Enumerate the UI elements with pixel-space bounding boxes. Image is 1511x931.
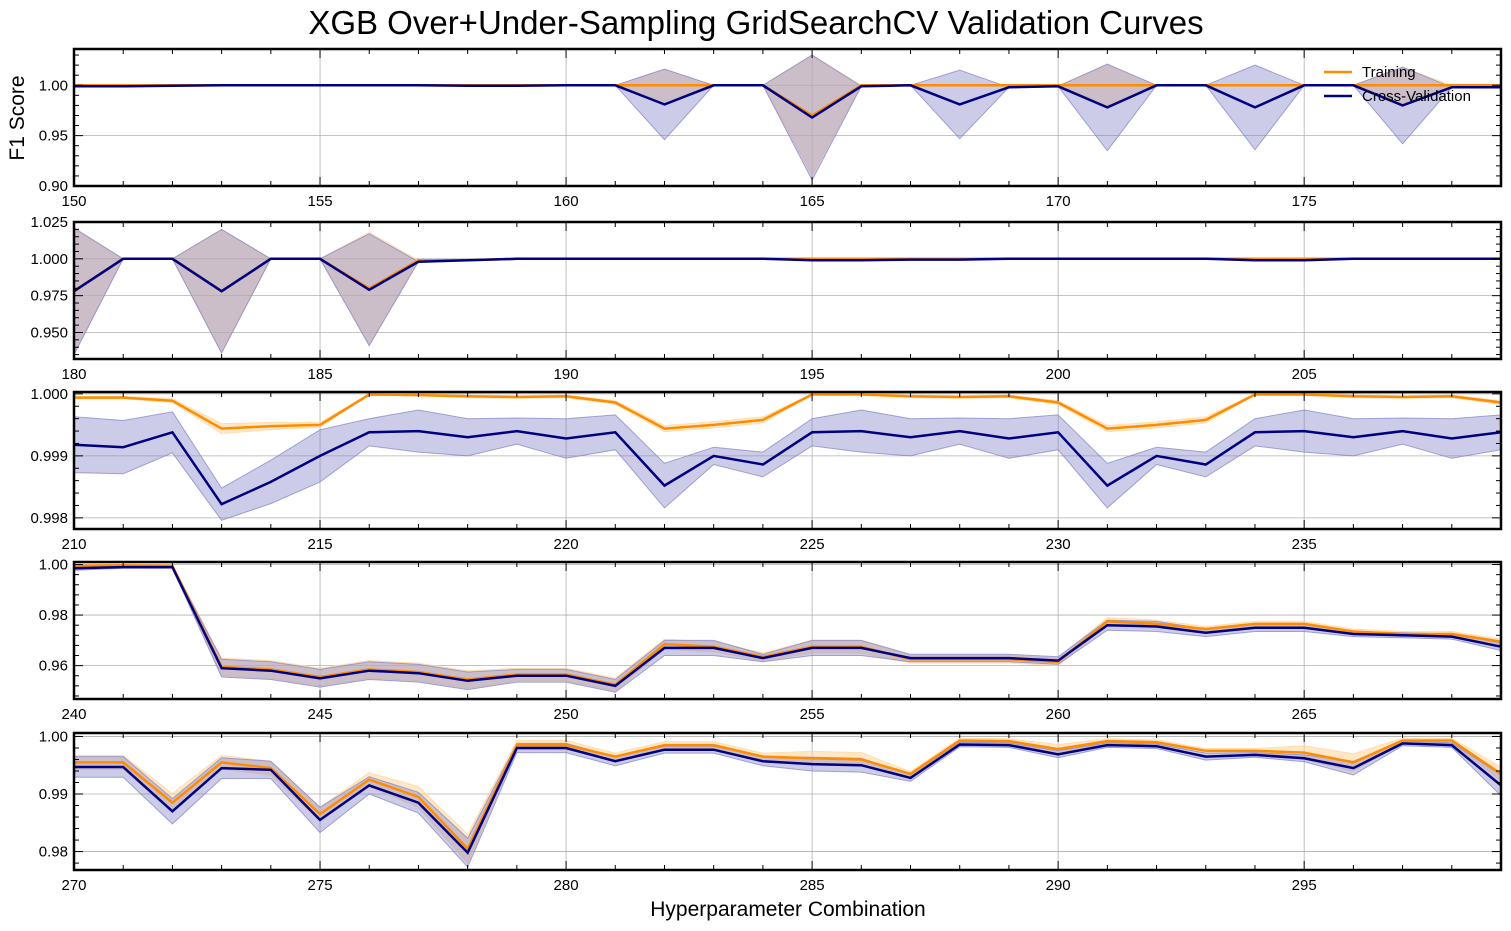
y-tick-label: 0.95 <box>39 128 68 145</box>
cross-validation-band-5 <box>73 740 1502 869</box>
cross-validation-band-2 <box>73 226 1501 355</box>
y-tick-label: 1.000 <box>30 386 68 403</box>
subplot-4: 240 245 250 255 260 265 0.96 0.98 1.00 <box>39 557 1503 723</box>
subplot-2: 180 185 190 195 200 205 0.950 0.975 1.000 1.025 <box>30 214 1503 383</box>
subplot-frame <box>72 47 1503 188</box>
y-axis-label: F1 Score <box>6 75 29 160</box>
cross-validation-line-3 <box>73 429 1502 506</box>
x-tick-label: 295 <box>1292 877 1317 894</box>
y-tick-label: 0.950 <box>30 324 68 341</box>
y-tick-label: 0.90 <box>39 178 68 195</box>
figure-title: XGB Over+Under-Sampling GridSearchCV Val… <box>308 4 1203 41</box>
cross-validation-line-1 <box>74 84 1501 119</box>
y-tick-label: 1.00 <box>39 557 68 574</box>
subplot-frame <box>72 560 1503 701</box>
subplot-5: 270 275 280 285 290 295 0.98 0.99 1.00 <box>39 728 1503 894</box>
x-tick-label: 280 <box>554 877 579 894</box>
y-tick-label: 0.975 <box>30 288 68 305</box>
legend: Training Cross-Validation <box>1324 64 1471 105</box>
legend-label-training: Training <box>1362 64 1416 81</box>
y-tick-label: 0.98 <box>39 844 68 861</box>
x-tick-label: 170 <box>1046 193 1071 210</box>
x-tick-label: 190 <box>554 366 579 383</box>
subplot-3: 210 215 220 225 230 235 0.998 0.999 1.000 <box>30 386 1503 553</box>
y-tick-label: 1.000 <box>30 251 68 268</box>
y-tick-label: 0.998 <box>30 510 68 527</box>
x-tick-label: 220 <box>554 536 579 553</box>
x-tick-label: 275 <box>308 877 333 894</box>
training-line-2 <box>73 257 1501 293</box>
y-tick-label: 1.00 <box>39 728 68 745</box>
x-tick-label: 255 <box>800 706 825 723</box>
x-tick-label: 155 <box>308 193 333 210</box>
x-tick-label: 240 <box>61 706 86 723</box>
x-tick-label: 200 <box>1046 366 1071 383</box>
y-tick-label: 0.98 <box>39 607 68 624</box>
legend-label-cross-validation: Cross-Validation <box>1362 88 1471 105</box>
x-tick-label: 215 <box>308 536 333 553</box>
y-tick-label: 1.00 <box>39 77 68 94</box>
subplot-frame <box>72 220 1503 361</box>
subplot-frame <box>72 390 1503 531</box>
x-tick-label: 265 <box>1292 706 1317 723</box>
training-band-2 <box>73 228 1501 355</box>
cross-validation-line-5 <box>74 742 1502 855</box>
x-tick-label: 150 <box>61 193 86 210</box>
subplot-1: 150 155 160 165 170 175 0.90 0.95 1.00 <box>39 47 1503 210</box>
x-tick-label: 160 <box>554 193 579 210</box>
x-tick-label: 225 <box>800 536 825 553</box>
x-tick-label: 210 <box>61 536 86 553</box>
training-line-5 <box>74 739 1502 851</box>
x-tick-label: 185 <box>308 366 333 383</box>
x-tick-label: 235 <box>1292 536 1317 553</box>
x-tick-label: 250 <box>554 706 579 723</box>
x-tick-label: 270 <box>61 877 86 894</box>
y-tick-label: 0.96 <box>39 658 68 675</box>
training-line-3 <box>74 393 1502 430</box>
y-tick-label: 0.99 <box>39 786 68 803</box>
subplot-frame <box>72 731 1503 872</box>
x-axis-label: Hyperparameter Combination <box>650 898 925 921</box>
cross-validation-line-2 <box>73 257 1501 293</box>
x-tick-label: 195 <box>800 366 825 383</box>
x-tick-label: 165 <box>800 193 825 210</box>
x-tick-label: 245 <box>308 706 333 723</box>
y-tick-label: 0.999 <box>30 448 68 465</box>
x-tick-label: 260 <box>1046 706 1071 723</box>
cross-validation-line-4 <box>73 565 1502 688</box>
y-tick-label: 1.025 <box>30 214 68 231</box>
x-tick-label: 205 <box>1292 366 1317 383</box>
x-tick-label: 290 <box>1046 877 1071 894</box>
x-tick-label: 180 <box>61 366 86 383</box>
x-tick-label: 230 <box>1046 536 1071 553</box>
x-tick-label: 285 <box>800 877 825 894</box>
cross-validation-band-1 <box>74 54 1501 182</box>
x-tick-label: 175 <box>1292 193 1317 210</box>
